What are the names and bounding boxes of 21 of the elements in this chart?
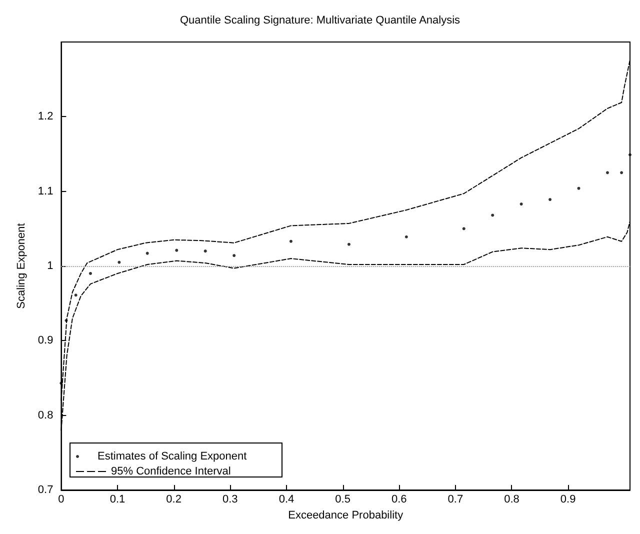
x-tick-label: 0.9 xyxy=(560,494,576,506)
x-tick-label: 0.6 xyxy=(391,494,407,506)
x-tick-label: 0.1 xyxy=(110,494,126,506)
x-tick-label: 0.3 xyxy=(222,494,238,506)
y-tick-label: 1.2 xyxy=(38,110,54,123)
y-tick-label: 1.1 xyxy=(38,185,54,198)
x-tick-label: 0 xyxy=(58,494,64,506)
y-tick-label: 1 xyxy=(47,260,54,272)
legend-label: Estimates of Scaling Exponent xyxy=(98,450,247,462)
y-tick-label: 0.7 xyxy=(38,484,54,496)
x-tick-label: 0.7 xyxy=(448,494,464,506)
x-tick-label: 0.4 xyxy=(278,494,294,506)
x-axis-title: Exceedance Probability xyxy=(288,509,404,522)
x-tick-label: 0.8 xyxy=(504,494,520,506)
y-axis-title: Scaling Exponent xyxy=(16,223,28,309)
legend-label: 95% Confidence Interval xyxy=(111,466,231,478)
y-tick-label: 0.9 xyxy=(38,334,54,347)
x-tick-label: 0.5 xyxy=(335,494,350,506)
chart-title: Quantile Scaling Signature: Multivariate Quantile Analysis xyxy=(180,14,461,26)
x-tick-label: 0.2 xyxy=(166,494,182,506)
y-tick-label: 0.8 xyxy=(38,409,54,422)
